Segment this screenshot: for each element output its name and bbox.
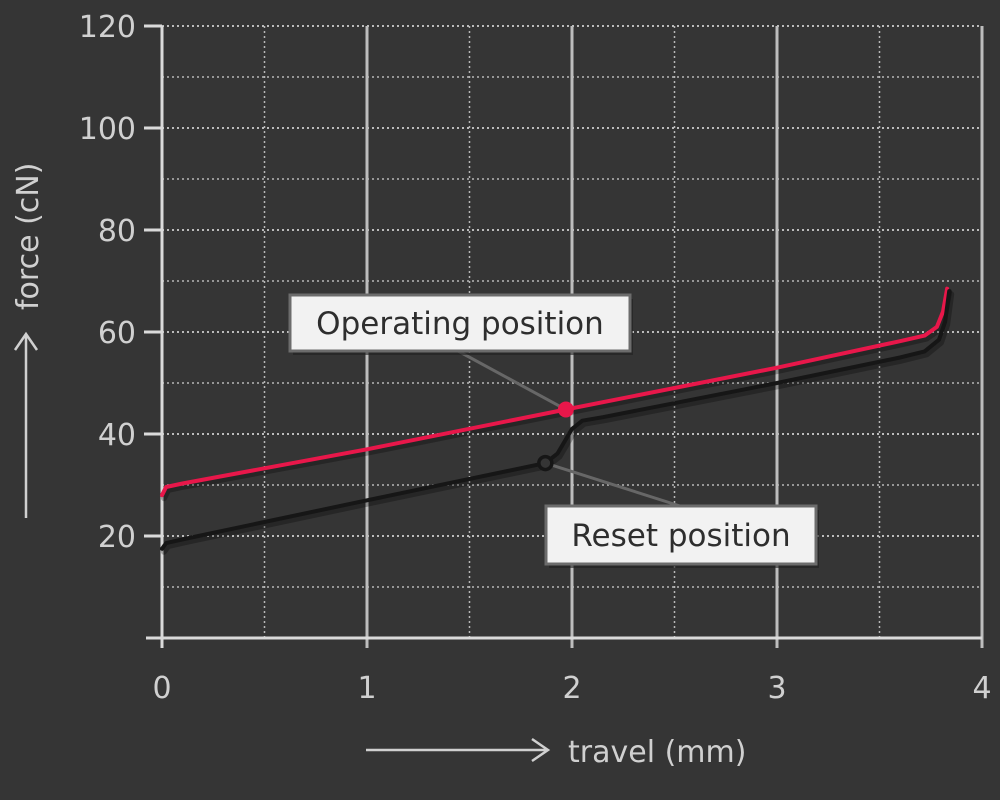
y-tick-label: 20 xyxy=(98,520,136,555)
reset-curve-shadow xyxy=(161,291,955,555)
reset-callout-box xyxy=(544,504,818,566)
x-axis-title: travel (mm) xyxy=(568,735,746,770)
operating-callout-label: Operating position xyxy=(316,306,604,342)
operating-curve-line xyxy=(160,286,950,498)
operating-curve-shadow xyxy=(161,288,953,502)
operating-leader-line xyxy=(457,349,567,411)
y-tick-label: 80 xyxy=(98,214,136,249)
reset-curve-line xyxy=(160,289,952,551)
x-axis-arrow-icon xyxy=(366,737,551,763)
y-tick-label: 40 xyxy=(98,418,136,453)
x-tick-label: 0 xyxy=(152,671,171,706)
operating-point-marker xyxy=(557,401,574,418)
x-tick-label: 4 xyxy=(972,671,991,706)
annotations: Operating position Reset position xyxy=(288,293,819,568)
axis-titles: travel (mm) force (cN) xyxy=(11,163,746,770)
x-tick-label: 3 xyxy=(767,671,786,706)
reset-point-marker xyxy=(537,454,554,472)
series-lines xyxy=(160,286,955,555)
y-tick-label: 100 xyxy=(79,112,136,147)
x-tick-label: 1 xyxy=(357,671,376,706)
operating-callout-box xyxy=(288,293,632,353)
reset-callout-label: Reset position xyxy=(571,518,790,554)
x-tick-label: 2 xyxy=(562,671,581,706)
reset-leader-line xyxy=(544,461,681,508)
y-tick-label: 120 xyxy=(79,10,136,45)
y-axis-title: force (cN) xyxy=(11,163,46,310)
y-tick-label: 60 xyxy=(98,316,136,351)
y-axis-arrow-icon xyxy=(13,331,39,518)
axes: 20 40 60 80 100 120 0 1 2 3 4 xyxy=(13,10,992,763)
